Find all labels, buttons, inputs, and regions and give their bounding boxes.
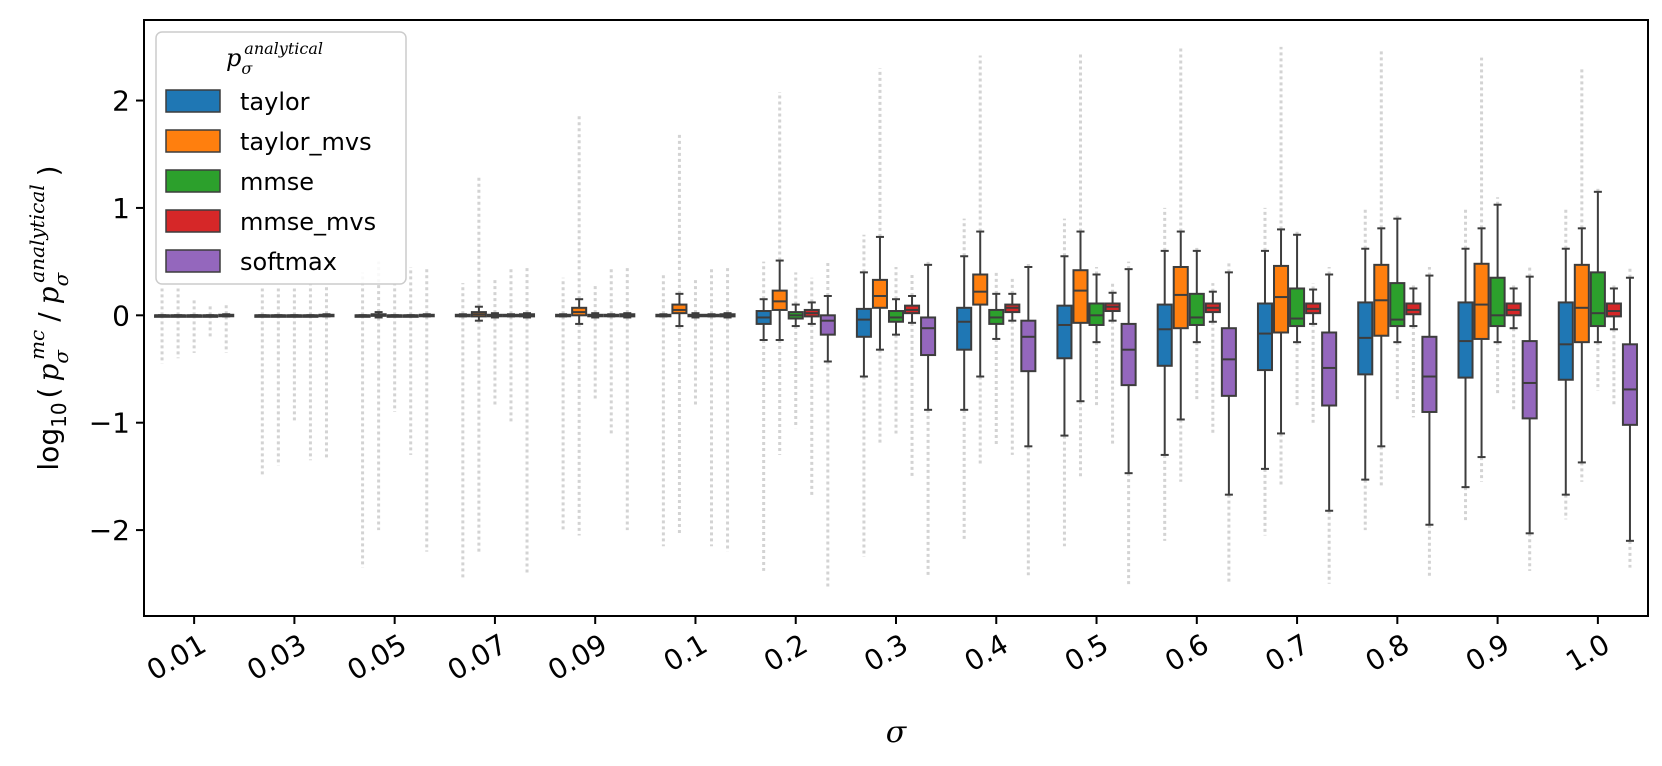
x-axis-title: σ: [886, 715, 908, 750]
y-tick-label: 0: [112, 299, 130, 332]
box-taylor_mvs: [871, 278, 888, 309]
y-tick-label: −1: [89, 407, 130, 440]
outlier-layer: [160, 46, 1632, 590]
box-softmax: [1621, 343, 1638, 426]
legend-label-mmse_mvs: mmse_mvs: [240, 208, 376, 236]
box-taylor_mvs: [1072, 269, 1089, 324]
box-taylor: [855, 307, 872, 338]
box-softmax: [1421, 335, 1438, 413]
box-layer: [154, 190, 1638, 542]
box-taylor_mvs: [1573, 263, 1590, 344]
legend-label-softmax: softmax: [240, 248, 337, 276]
legend-frame: [155, 31, 407, 285]
box-mmse: [1489, 276, 1506, 328]
box-softmax: [1521, 340, 1538, 420]
box-taylor: [1256, 302, 1274, 372]
legend-label-taylor_mvs: taylor_mvs: [240, 128, 372, 156]
legend-swatch-taylor_mvs: [165, 129, 221, 153]
box-mmse: [1088, 302, 1105, 326]
legend-title: pσanalytical: [226, 39, 323, 78]
box-softmax: [920, 316, 937, 357]
y-tick-label: 2: [112, 85, 130, 118]
legend-swatch-mmse: [165, 169, 221, 193]
box-taylor: [1457, 301, 1474, 379]
box-taylor: [1056, 304, 1073, 360]
box-softmax: [1220, 327, 1237, 397]
legend-swatch-taylor: [165, 89, 221, 113]
box-taylor_mvs: [972, 273, 989, 306]
box-softmax: [1020, 319, 1037, 373]
box-mmse_mvs: [1405, 302, 1422, 316]
legend-label-mmse: mmse: [240, 168, 314, 196]
box-taylor: [1156, 303, 1173, 367]
y-tick-label: 1: [112, 192, 130, 225]
box-mmse: [1589, 271, 1606, 328]
box-taylor_mvs: [1473, 262, 1490, 340]
legend-swatch-mmse_mvs: [165, 209, 221, 233]
box-mmse: [1389, 282, 1406, 328]
box-taylor_mvs: [1273, 264, 1290, 334]
y-axis: −2 −1 0 1 2: [89, 85, 144, 547]
legend-swatch-softmax: [165, 249, 221, 273]
box-softmax: [819, 314, 836, 336]
box-softmax: [1321, 331, 1338, 407]
box-mmse_mvs: [1605, 302, 1622, 318]
box-mmse: [1188, 292, 1205, 326]
box-taylor: [1557, 301, 1574, 381]
box-mmse: [887, 310, 905, 323]
svg-text:log10(pσmc/pσanalytical): log10(pσmc/pσanalytical): [25, 165, 73, 470]
box-mmse: [1289, 287, 1306, 328]
box-taylor_mvs: [1172, 265, 1189, 330]
legend-label-taylor: taylor: [240, 88, 310, 116]
y-axis-title: log10(pσmc/pσanalytical): [25, 165, 73, 470]
y-tick-label: −2: [89, 514, 130, 547]
box-softmax: [1120, 322, 1137, 387]
box-taylor_mvs: [771, 289, 788, 311]
box-taylor_mvs: [671, 303, 688, 315]
box-taylor: [956, 306, 973, 351]
